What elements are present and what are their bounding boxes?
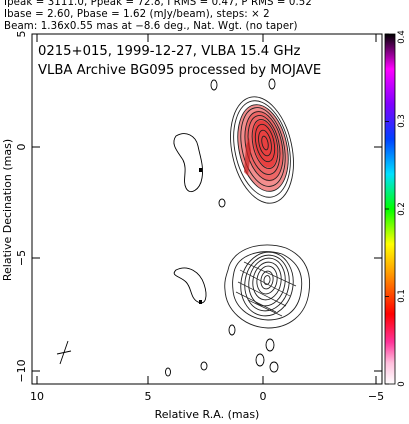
header-base-line: Ibase = 2.60, Pbase = 1.62 (mJy/beam), s…: [4, 9, 270, 20]
south-blob-contour: [269, 361, 279, 373]
core-shading-edge: [244, 138, 251, 176]
y-axis-label: Relative Decination (mas): [1, 139, 14, 281]
x-tick-label: 0: [260, 390, 267, 403]
core-contour: [251, 118, 279, 170]
component-marker: [199, 168, 202, 172]
colorbar-tick-label: 0.1: [397, 289, 407, 303]
south-contour: [256, 265, 278, 295]
south-contour: [224, 244, 311, 329]
x-tick-label: −5: [368, 390, 384, 403]
core-contour: [254, 123, 276, 163]
axis-ticks: [32, 33, 382, 384]
west-core-contour: [173, 133, 203, 192]
x-tick-label: 5: [145, 390, 152, 403]
south-hatching: [235, 261, 297, 317]
south-contour: [244, 254, 290, 312]
x-axis-label: Relative R.A. (mas): [155, 408, 260, 421]
south-contour: [260, 270, 274, 290]
core-contour: [258, 129, 272, 157]
core-component: [230, 96, 294, 204]
y-tick-label: 5: [15, 31, 28, 38]
south-contour: [263, 275, 271, 285]
header-peak-line: Ipeak = 3111.0, Ppeak = 72.8, I RMS = 0.…: [4, 0, 312, 8]
colorbar-ticks: [385, 33, 389, 385]
south-blob-contour: [165, 367, 171, 377]
core-contour: [240, 107, 286, 187]
north-blob-contour: [268, 78, 276, 90]
south-blob-contour: [200, 361, 208, 371]
colorbar-tick-label: 0.3: [397, 114, 407, 128]
core-contour: [237, 104, 289, 192]
core-contour: [261, 135, 269, 151]
middle-blob-contour: [218, 198, 226, 208]
header-beam-line: Beam: 1.36x0.55 mas at −8.6 deg., Nat. W…: [4, 21, 298, 32]
chart-subtitle: VLBA Archive BG095 processed by MOJAVE: [38, 63, 321, 78]
core-contour: [233, 100, 291, 198]
colorbar-tick-label: 0: [397, 381, 407, 386]
south-contour: [240, 251, 294, 317]
y-tick-label: −10: [15, 359, 28, 382]
north-blob-contour: [210, 79, 218, 91]
south-component: [224, 244, 311, 329]
component-marker: [199, 300, 202, 304]
chart-title: 0215+015, 1999-12-27, VLBA 15.4 GHz: [38, 44, 301, 59]
colorbar-tick-label: 0.2: [397, 202, 407, 216]
y-tick-label: 0: [15, 144, 28, 151]
south-blob-contour: [255, 353, 265, 367]
south-blob-contour: [265, 338, 275, 352]
plot-frame: [31, 33, 383, 385]
core-contour: [230, 96, 294, 204]
faint-contours: [165, 78, 279, 377]
colorbar-tick-label: 0.4: [397, 30, 407, 44]
south-blob-contour: [228, 324, 236, 336]
west-south-contour: [173, 267, 207, 304]
south-contour: [252, 261, 282, 301]
beam-cross: [56, 340, 72, 365]
x-tick-label: 10: [30, 390, 44, 403]
y-tick-label: −5: [15, 250, 28, 266]
